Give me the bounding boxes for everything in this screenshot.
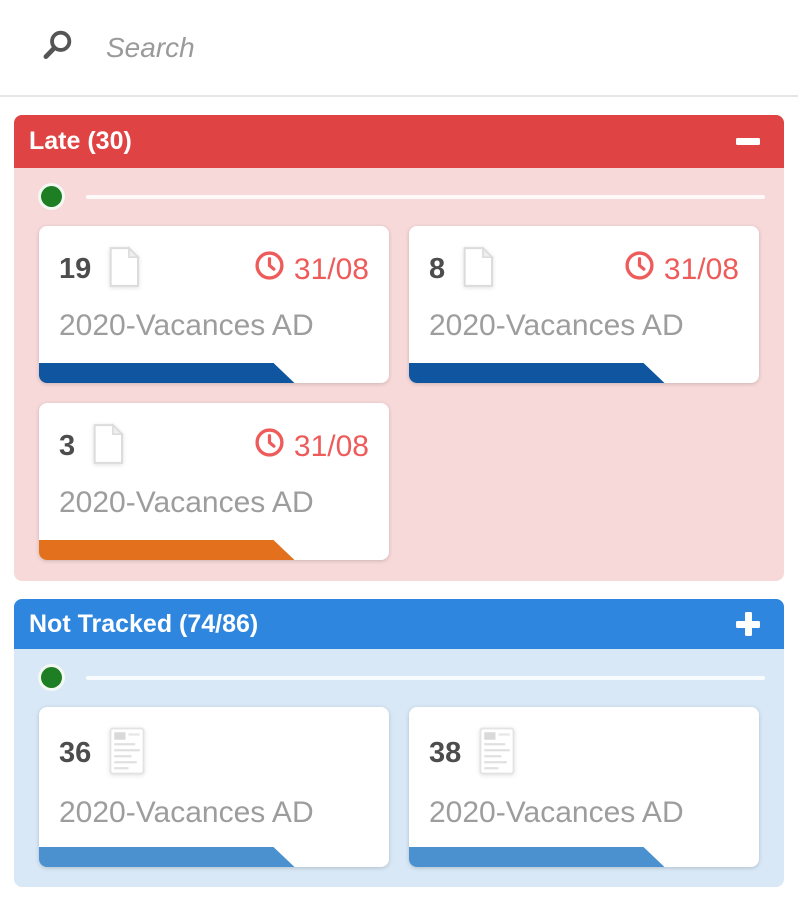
- task-card[interactable]: 8 31/08: [409, 226, 759, 383]
- card-count: 8: [429, 253, 446, 285]
- card-title: 2020-Vacances AD: [59, 309, 314, 342]
- search-input[interactable]: [106, 31, 778, 64]
- section-not-tracked-title: Not Tracked (74/86): [29, 609, 259, 638]
- card-progress-bar: [409, 847, 665, 867]
- clock-icon: [254, 427, 285, 466]
- card-progress-bar: [409, 363, 665, 383]
- card-title: 2020-Vacances AD: [59, 486, 314, 519]
- card-progress-bar: [39, 363, 295, 383]
- section-not-tracked-header[interactable]: Not Tracked (74/86): [14, 599, 784, 649]
- due-date-text: 31/08: [293, 429, 369, 463]
- status-dot[interactable]: [38, 183, 65, 210]
- card-count: 38: [429, 737, 462, 769]
- task-card[interactable]: 3 31/08: [39, 403, 389, 560]
- document-lines-icon: [477, 727, 517, 780]
- card-title: 2020-Vacances AD: [429, 309, 684, 342]
- status-dot[interactable]: [38, 664, 65, 691]
- expand-section-button[interactable]: [734, 610, 762, 638]
- task-card[interactable]: 19 31/08: [39, 226, 389, 383]
- task-card[interactable]: 36 2020-Vacance: [39, 707, 389, 867]
- section-late-header[interactable]: Late (30): [14, 115, 784, 168]
- due-date: 31/08: [624, 250, 739, 289]
- document-lines-icon: [107, 727, 147, 780]
- collapse-section-button[interactable]: [734, 128, 762, 156]
- task-card[interactable]: 38 2020-Vacance: [409, 707, 759, 867]
- card-count: 36: [59, 737, 92, 769]
- minus-icon: [736, 138, 760, 145]
- search-bar: [0, 0, 798, 97]
- clock-icon: [624, 250, 655, 289]
- blank-page-icon: [91, 423, 125, 470]
- card-count: 19: [59, 253, 92, 285]
- due-date-text: 31/08: [293, 252, 369, 286]
- card-title: 2020-Vacances AD: [429, 796, 684, 829]
- blank-page-icon: [461, 246, 495, 293]
- section-late-title: Late (30): [29, 127, 132, 155]
- card-progress-bar: [39, 847, 295, 867]
- card-progress-bar: [39, 540, 295, 560]
- section-not-tracked-progress-row: [14, 649, 784, 707]
- search-icon: [40, 28, 74, 67]
- due-date: 31/08: [254, 250, 369, 289]
- section-late-progress-row: [14, 168, 784, 226]
- clock-icon: [254, 250, 285, 289]
- slider-track[interactable]: [86, 194, 765, 199]
- due-date-text: 31/08: [663, 252, 739, 286]
- section-late: Late (30) 19: [14, 115, 784, 581]
- section-not-tracked: Not Tracked (74/86) 36: [14, 599, 784, 887]
- card-count: 3: [59, 430, 76, 462]
- due-date: 31/08: [254, 427, 369, 466]
- slider-track[interactable]: [86, 675, 765, 680]
- card-title: 2020-Vacances AD: [59, 796, 314, 829]
- blank-page-icon: [107, 246, 141, 293]
